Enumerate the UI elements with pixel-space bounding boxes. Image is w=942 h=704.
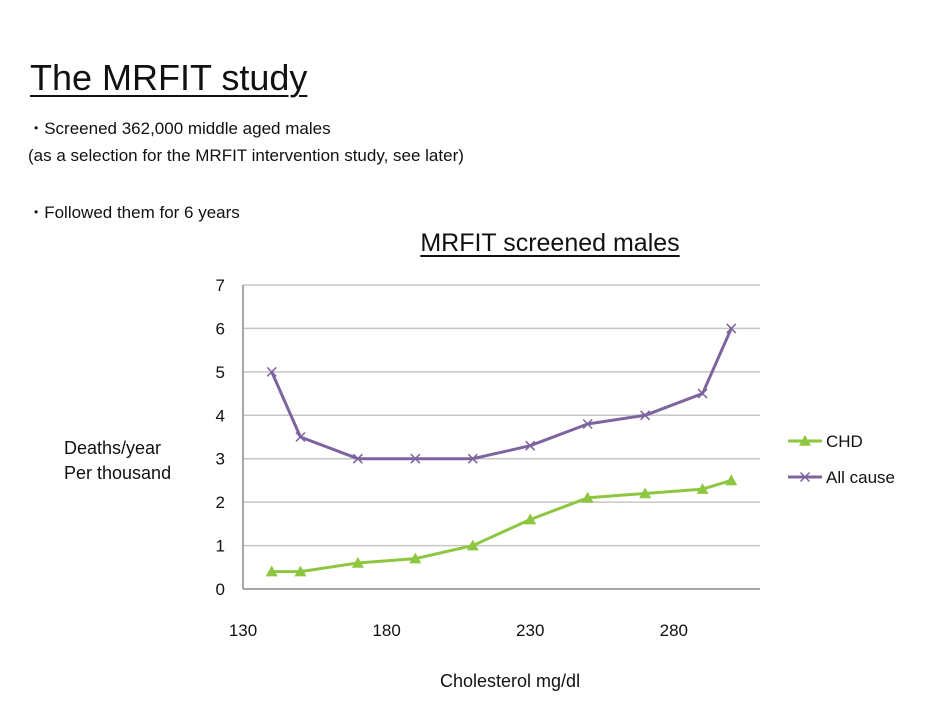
y-axis-label-line: Deaths/year: [64, 438, 162, 458]
x-tick-label: 280: [660, 621, 688, 640]
series-line-all-cause: [270, 327, 733, 461]
data-point: [409, 552, 422, 564]
data-point: [351, 556, 364, 568]
data-point: [640, 410, 651, 421]
data-point: [725, 474, 738, 486]
legend-label: All cause: [826, 468, 895, 487]
data-point: [639, 487, 652, 499]
y-tick-label: 6: [216, 319, 225, 338]
data-point: [696, 483, 709, 494]
bullet-text: Screened 362,000 middle aged males: [44, 119, 331, 138]
data-point: [581, 491, 594, 503]
y-tick-label: 1: [216, 537, 225, 556]
y-tick-label: 0: [216, 580, 225, 599]
data-point: [467, 453, 478, 464]
data-point: [352, 453, 363, 464]
data-point: [582, 418, 593, 430]
bullet-dot: •: [34, 121, 39, 135]
x-tick-label: 130: [229, 621, 257, 640]
y-tick-label: 5: [216, 363, 225, 382]
slide-title: The MRFIT study: [30, 57, 308, 98]
bullet-screened: • Screened 362,000 middle aged males (as …: [28, 116, 464, 169]
data-point: [525, 440, 536, 451]
bullet-continuation: (as a selection for the MRFIT interventi…: [28, 146, 464, 165]
bullet-text: Followed them for 6 years: [44, 203, 240, 222]
y-axis-label-line: Per thousand: [64, 463, 172, 483]
legend-label: CHD: [826, 432, 863, 451]
data-point: [265, 565, 278, 577]
y-axis-label: Deaths/year Per thousand: [64, 436, 171, 486]
bullet-followed: • Followed them for 6 years: [34, 200, 240, 227]
data-point: [726, 323, 737, 334]
x-axis-label: Cholesterol mg/dl: [440, 671, 581, 691]
data-point: [697, 388, 708, 399]
x-tick-label: 180: [372, 621, 400, 640]
y-tick-label: 4: [216, 406, 225, 425]
chart-title: MRFIT screened males: [420, 229, 680, 257]
data-point: [266, 366, 277, 377]
legend-marker: [799, 471, 811, 483]
y-tick-label: 3: [216, 450, 225, 469]
y-tick-label: 2: [216, 493, 225, 512]
legend-marker: [799, 435, 811, 446]
data-point: [524, 513, 537, 525]
data-point: [295, 431, 306, 443]
series-line-chd: [271, 478, 732, 574]
bullet-dot: •: [34, 205, 39, 219]
data-point: [410, 453, 421, 464]
data-point: [466, 539, 479, 551]
x-tick-label: 230: [516, 621, 544, 640]
y-tick-label: 7: [216, 276, 225, 295]
data-point: [294, 565, 307, 577]
